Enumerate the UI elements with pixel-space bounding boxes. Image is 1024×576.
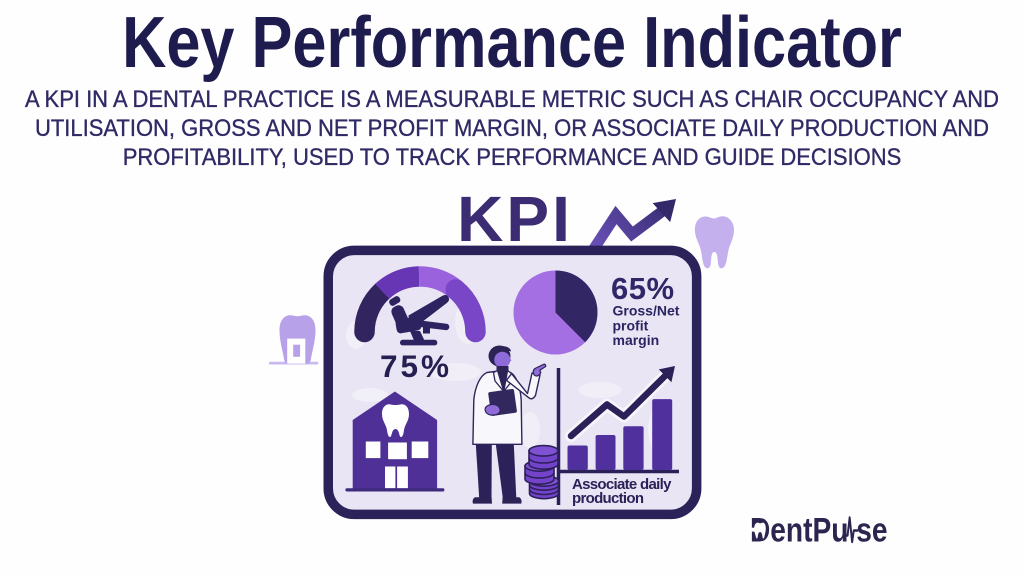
svg-text:production: production	[572, 490, 644, 507]
svg-text:Gross/Net: Gross/Net	[613, 303, 680, 319]
svg-text:KPI: KPI	[457, 183, 573, 255]
svg-text:DentPulse: DentPulse	[750, 511, 887, 549]
svg-text:margin: margin	[613, 332, 660, 348]
svg-text:Associate daily: Associate daily	[572, 476, 672, 493]
svg-text:75%: 75%	[380, 348, 452, 384]
svg-text:profit: profit	[613, 317, 649, 333]
svg-text:65%: 65%	[611, 271, 675, 306]
